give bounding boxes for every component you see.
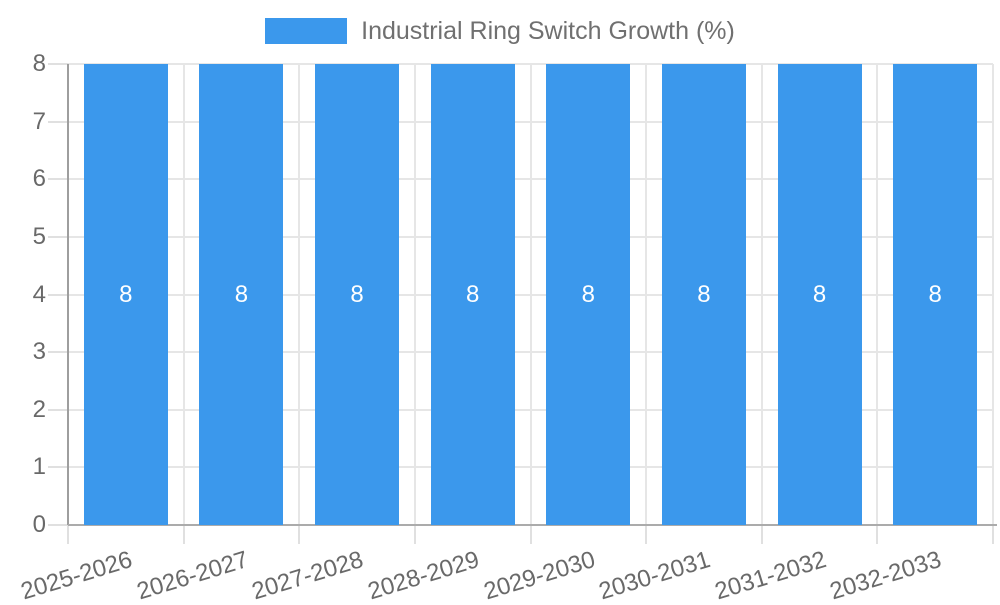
v-gridline bbox=[413, 64, 416, 525]
y-axis-tick bbox=[48, 178, 68, 181]
x-axis-tick bbox=[992, 525, 994, 544]
x-tick-label: 2032-2033 bbox=[827, 546, 945, 605]
bar[interactable]: 8 bbox=[430, 64, 515, 525]
v-gridline bbox=[182, 64, 185, 525]
x-tick-label: 2025-2026 bbox=[17, 546, 136, 605]
bar-value-label: 8 bbox=[928, 280, 942, 308]
x-axis-line bbox=[68, 524, 997, 526]
bar-value-label: 8 bbox=[350, 280, 364, 308]
y-axis-tick bbox=[48, 351, 68, 354]
bar-value-label: 8 bbox=[119, 280, 133, 308]
x-axis-tick bbox=[529, 525, 532, 544]
y-tick-label: 3 bbox=[32, 338, 46, 366]
y-tick-label: 0 bbox=[32, 511, 46, 538]
y-axis-tick bbox=[48, 235, 68, 238]
bar[interactable]: 8 bbox=[546, 64, 631, 525]
x-axis-tick bbox=[876, 525, 879, 544]
x-tick-label: 2029-2030 bbox=[480, 546, 598, 605]
bar-value-label: 8 bbox=[581, 280, 595, 308]
y-tick-label: 7 bbox=[32, 107, 46, 135]
y-tick-label: 1 bbox=[32, 453, 46, 481]
y-axis-tick bbox=[48, 293, 68, 296]
x-tick-label: 2026-2027 bbox=[133, 546, 252, 605]
x-axis-tick bbox=[413, 525, 416, 544]
y-axis-tick bbox=[48, 120, 68, 123]
x-axis-tick bbox=[67, 525, 69, 544]
bar-value-label: 8 bbox=[812, 280, 827, 308]
x-tick-label: 2028-2029 bbox=[364, 546, 483, 605]
bar[interactable]: 8 bbox=[83, 64, 168, 525]
v-gridline bbox=[760, 64, 763, 525]
y-axis-tick bbox=[48, 408, 68, 411]
bar[interactable]: 8 bbox=[315, 64, 400, 525]
legend-item[interactable]: Industrial Ring Switch Growth (%) bbox=[265, 16, 735, 46]
y-axis-line bbox=[67, 64, 69, 525]
bar[interactable]: 8 bbox=[893, 64, 978, 525]
x-axis-tick bbox=[760, 525, 763, 544]
chart-legend: Industrial Ring Switch Growth (%) bbox=[0, 16, 1000, 46]
y-tick-label: 6 bbox=[32, 165, 46, 193]
v-gridline bbox=[298, 64, 301, 525]
y-tick-label: 5 bbox=[32, 222, 46, 250]
y-tick-label: 4 bbox=[32, 280, 46, 308]
x-axis-tick bbox=[182, 525, 185, 544]
legend-label: Industrial Ring Switch Growth (%) bbox=[361, 17, 735, 45]
v-gridline bbox=[992, 64, 994, 525]
v-gridline bbox=[876, 64, 879, 525]
bar-value-label: 8 bbox=[697, 280, 711, 308]
x-axis-tick bbox=[645, 525, 648, 544]
x-tick-label: 2031-2032 bbox=[711, 546, 830, 605]
x-axis-tick bbox=[298, 525, 301, 544]
legend-swatch bbox=[265, 18, 348, 44]
y-axis-tick bbox=[48, 63, 68, 65]
bar[interactable]: 8 bbox=[199, 64, 284, 525]
bar[interactable]: 8 bbox=[661, 64, 746, 525]
y-tick-label: 2 bbox=[32, 395, 46, 423]
bar-value-label: 8 bbox=[466, 280, 480, 308]
x-tick-label: 2030-2031 bbox=[595, 546, 714, 605]
bar[interactable]: 8 bbox=[777, 64, 862, 525]
v-gridline bbox=[529, 64, 532, 525]
x-tick-label: 2027-2028 bbox=[249, 546, 367, 605]
y-axis-tick bbox=[48, 466, 68, 469]
y-axis-tick bbox=[48, 524, 68, 526]
y-tick-label: 8 bbox=[32, 50, 46, 77]
bar-value-label: 8 bbox=[234, 280, 249, 308]
v-gridline bbox=[645, 64, 648, 525]
